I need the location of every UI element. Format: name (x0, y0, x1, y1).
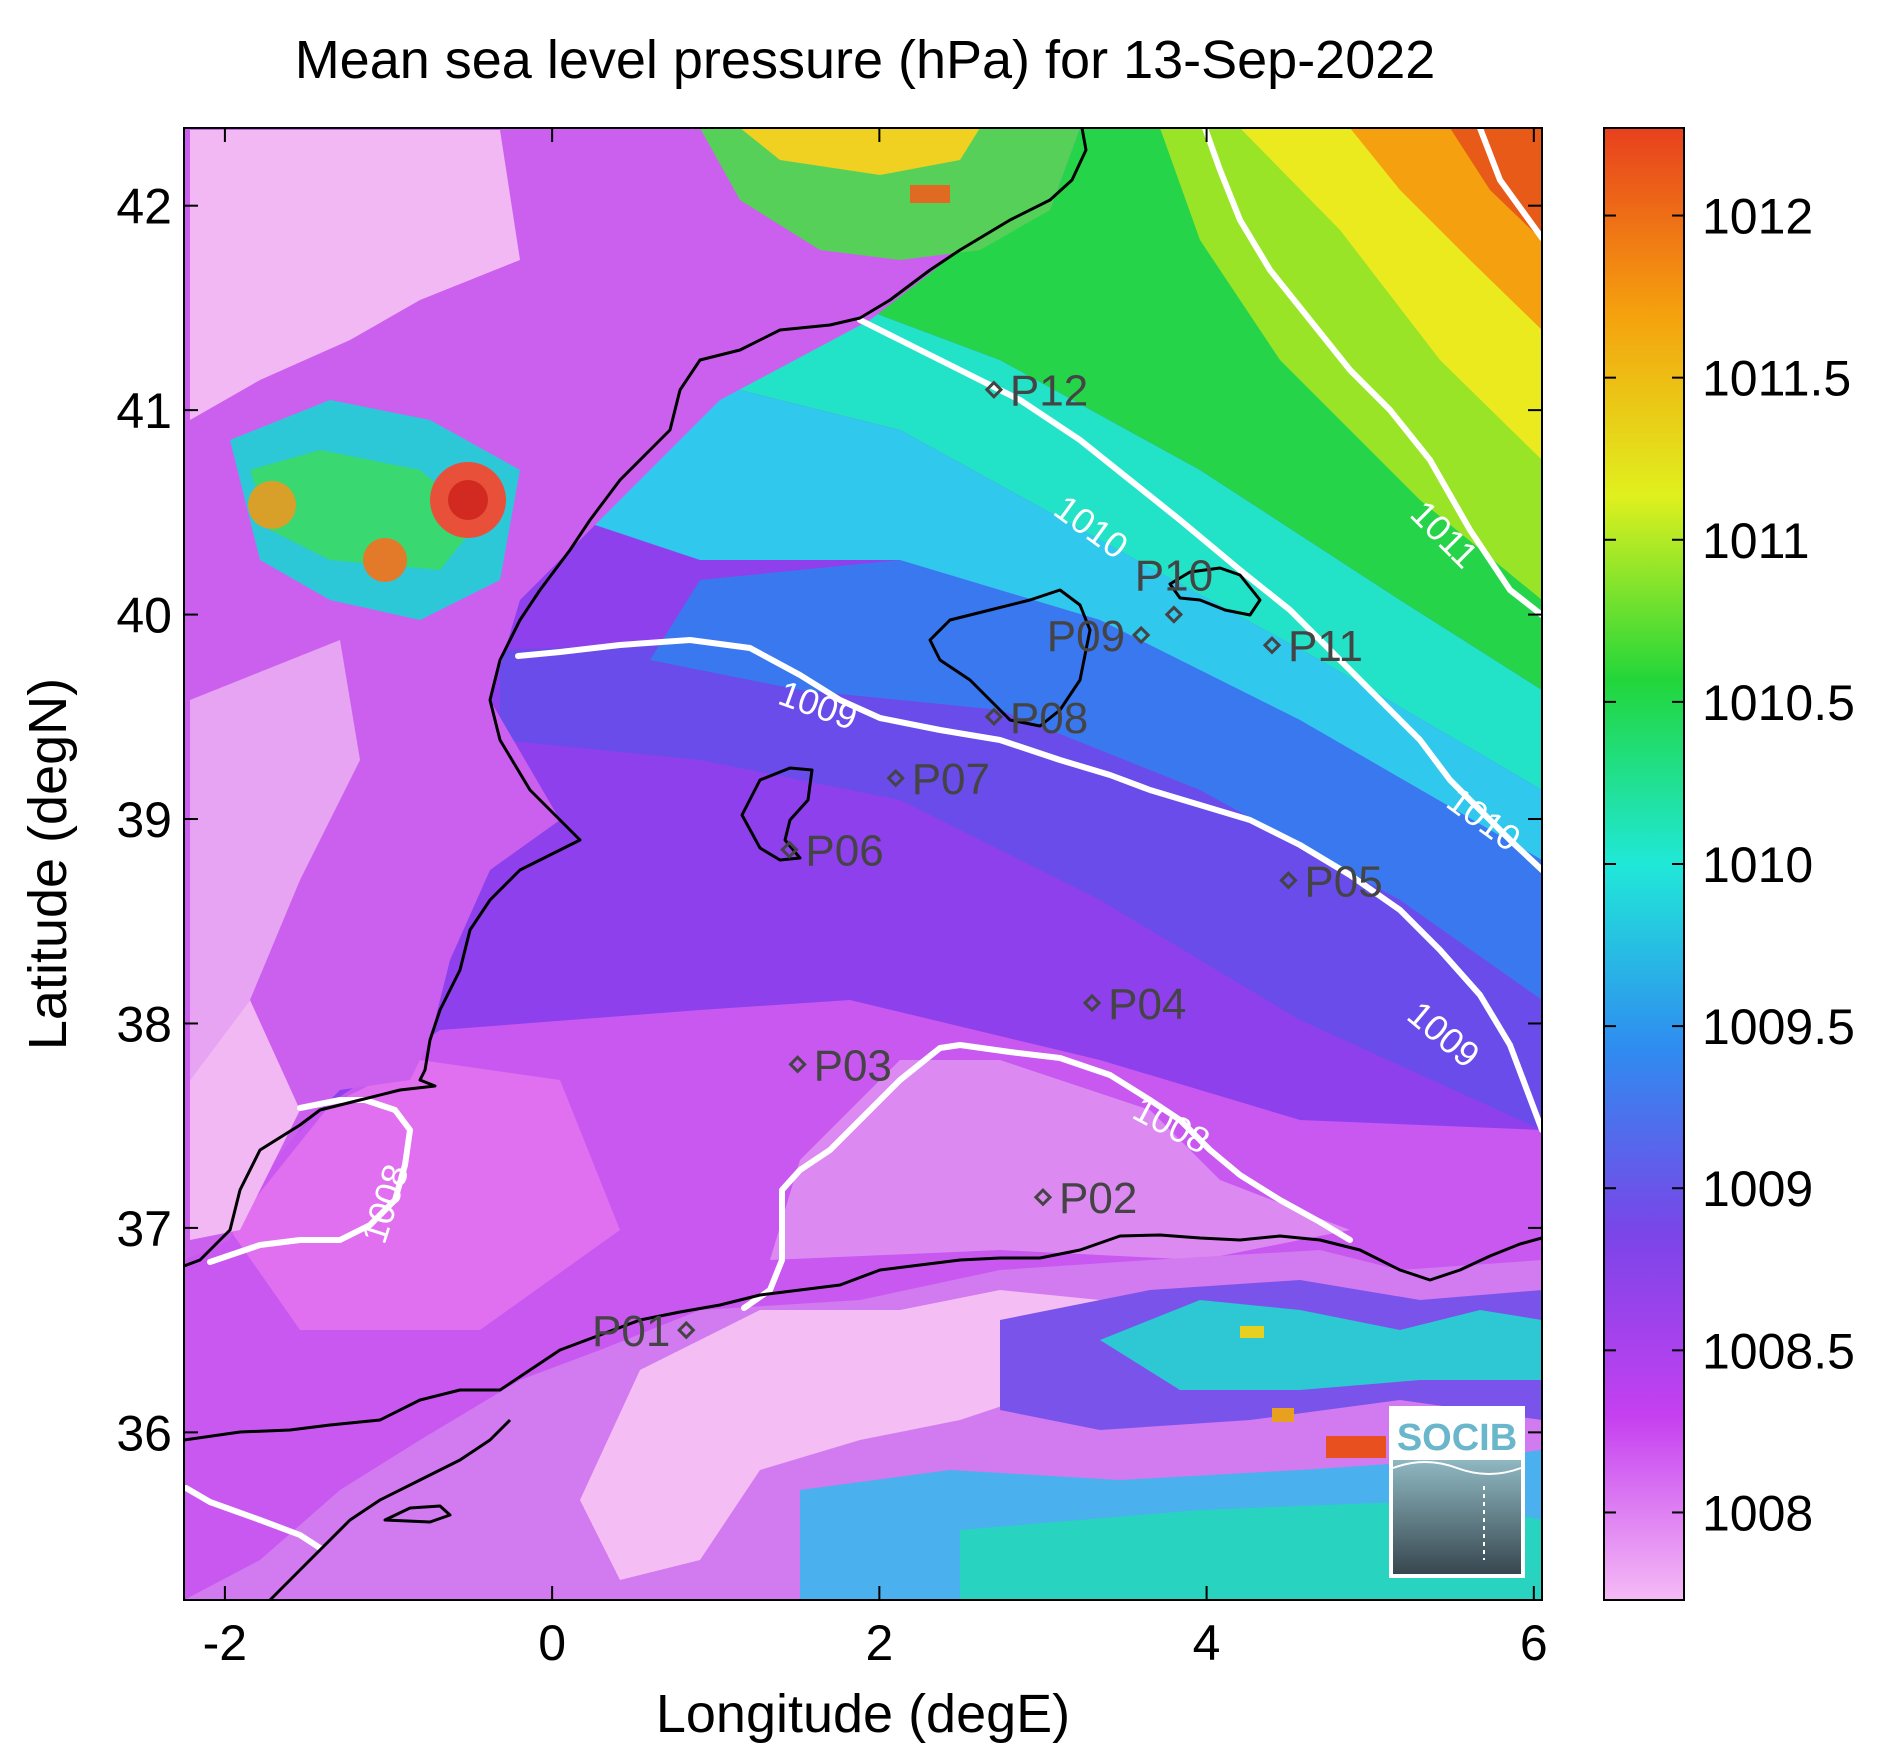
colorbar-tick-label: 1010 (1702, 837, 1813, 893)
x-tick-label: 6 (1520, 1615, 1548, 1671)
station-marker (1164, 605, 1184, 624)
station-label: P07 (912, 755, 990, 804)
pressure-field-land-iberia (184, 128, 1080, 1260)
coastline-menorca (1168, 566, 1262, 617)
contour-1011 (1202, 128, 1542, 618)
x-axis: -2 0 2 4 6 (203, 128, 1548, 1671)
station-marker (677, 1320, 696, 1340)
station-marker (788, 1055, 807, 1074)
y-tick-label: 41 (116, 383, 172, 439)
coastline-africa-west (268, 1418, 512, 1600)
contour-1008-southwest (184, 1485, 323, 1551)
socib-logo-text: SOCIB (1397, 1417, 1517, 1459)
colorbar-tick-label: 1011 (1702, 513, 1810, 569)
coastline-ibiza (740, 766, 814, 862)
station-marker (1279, 871, 1298, 890)
chart-title: Mean sea level pressure (hPa) for 13-Sep… (295, 30, 1436, 90)
x-tick-label: 0 (538, 1615, 566, 1671)
station-label: P02 (1059, 1174, 1137, 1223)
contour-1009 (515, 637, 1542, 1133)
y-tick-label: 40 (116, 588, 172, 644)
station-label: P10 (1135, 552, 1213, 601)
station-marker (984, 707, 1004, 726)
x-tick-label: 2 (865, 1615, 893, 1671)
colorbar-tick-label: 1012 (1702, 189, 1813, 245)
y-axis: 36 37 38 39 40 41 42 (116, 179, 1542, 1461)
colorbar-tick-label: 1008 (1702, 1485, 1813, 1541)
y-tick-label: 37 (116, 1201, 172, 1257)
y-tick-label: 39 (116, 792, 172, 848)
station-marker (984, 380, 1004, 399)
station-label: P05 (1304, 857, 1382, 906)
station-marker (886, 768, 905, 788)
coastline-alboran (383, 1504, 452, 1524)
station-label: P11 (1288, 622, 1363, 671)
station-marker (780, 840, 799, 859)
contour-1011-tr (1477, 128, 1542, 241)
station-marker (1082, 993, 1102, 1013)
y-tick-label: 42 (116, 179, 172, 235)
x-axis-label: Longitude (degE) (656, 1684, 1070, 1744)
colorbar-tick-label: 1008.5 (1702, 1323, 1855, 1379)
contour-1008-main (741, 1042, 1353, 1311)
station-marker (1262, 636, 1282, 655)
x-tick-label: -2 (203, 1615, 247, 1671)
socib-logo: SOCIB (1389, 1406, 1525, 1578)
station-label: P03 (814, 1041, 892, 1090)
coastline-mallorca (928, 588, 1092, 728)
coastlines (184, 128, 1542, 1600)
station-marker (1131, 625, 1151, 645)
colorbar-tick-label: 1011.5 (1702, 351, 1851, 407)
station-label: P08 (1010, 694, 1088, 743)
plot-frame (183, 127, 1543, 1601)
station-marker (1033, 1188, 1053, 1207)
y-tick-label: 36 (116, 1405, 172, 1461)
station-label: P12 (1010, 367, 1088, 416)
station-label: P06 (805, 827, 883, 876)
station-label: P09 (1047, 612, 1125, 661)
station-label: P04 (1108, 980, 1186, 1029)
coastline-africa (184, 1233, 1542, 1442)
x-tick-label: 4 (1193, 1615, 1221, 1671)
colorbar-ticks: 1008 1008.5 1009 1009.5 1010 1010.5 1011 1011.5… (1604, 189, 1855, 1541)
y-tick-label: 38 (116, 996, 172, 1052)
y-axis-label: Latitude (degN) (18, 678, 78, 1050)
colorbar-tick-label: 1009 (1702, 1161, 1813, 1217)
colorbar: 1008 1008.5 1009 1009.5 1010 1010.5 1011 1011.5… (1603, 127, 1855, 1601)
colorbar-tick-label: 1009.5 (1702, 999, 1855, 1055)
colorbar-bar (1603, 127, 1685, 1601)
coastline-iberia (184, 128, 1088, 1268)
station-label: P01 (592, 1307, 670, 1356)
colorbar-tick-label: 1010.5 (1702, 675, 1855, 731)
pressure-field-land-africa (184, 1250, 1542, 1600)
